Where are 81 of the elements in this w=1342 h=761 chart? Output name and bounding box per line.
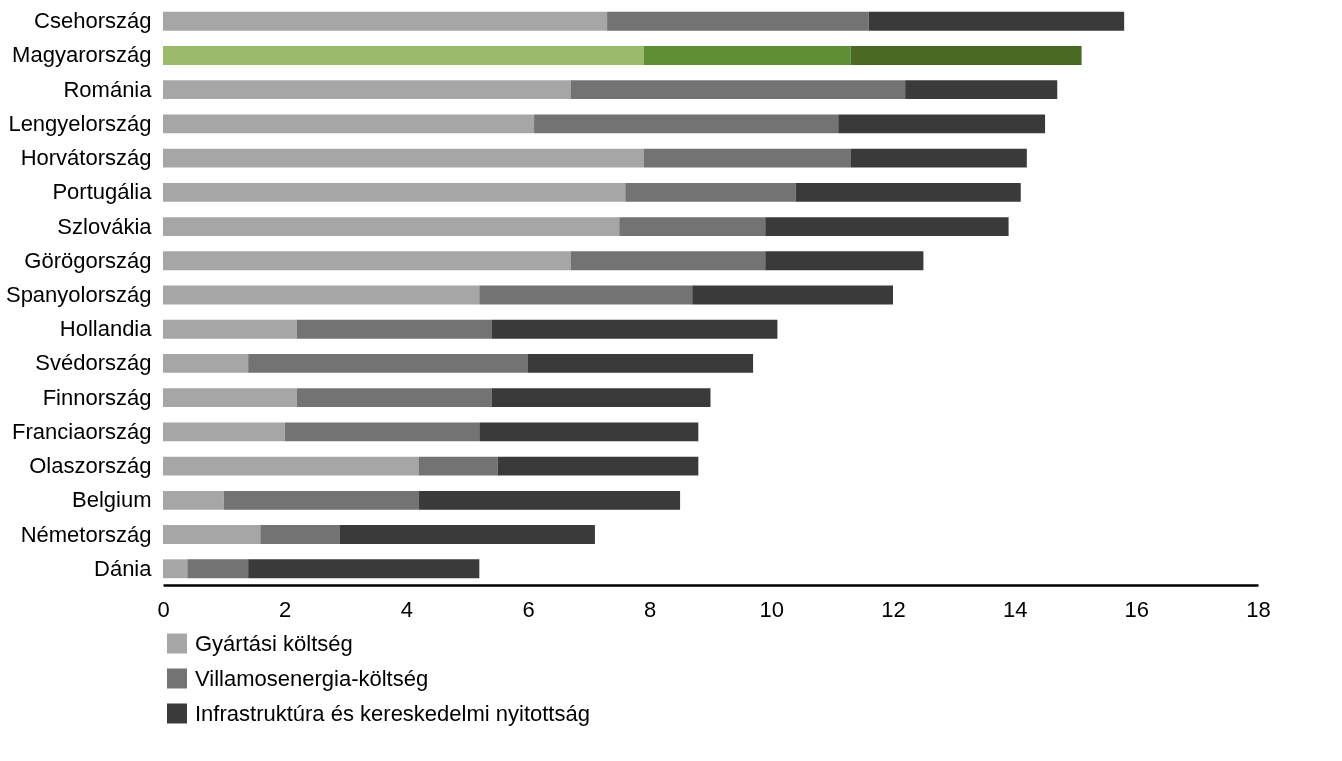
bar (163, 456, 419, 476)
x-tick-label: 2 (279, 596, 292, 622)
bar (607, 11, 869, 31)
legend-label: Villamosenergia-költség (195, 665, 429, 691)
bar (528, 354, 754, 373)
bar (491, 319, 778, 339)
bar (163, 422, 285, 442)
x-tick-label: 16 (1124, 596, 1150, 622)
legend-label: Infrastruktúra és kereskedelmi nyitottság (195, 700, 590, 726)
bar (625, 182, 796, 202)
bar (850, 46, 1082, 65)
bar (163, 354, 249, 373)
bar (163, 490, 224, 510)
bar (163, 46, 644, 65)
y-tick-label: Csehország (34, 8, 152, 34)
x-tick-label: 4 (400, 596, 413, 622)
bar (296, 388, 492, 408)
y-tick-label: Horvátország (20, 145, 152, 171)
bar (223, 490, 419, 510)
bar (163, 559, 188, 579)
y-tick-label: Románia (63, 76, 153, 102)
y-tick-label: Görögország (24, 247, 152, 273)
bar (418, 456, 498, 476)
bar (570, 80, 906, 100)
legend-label: Gyártási költség (195, 630, 353, 656)
bar (187, 559, 249, 579)
bar (163, 11, 608, 31)
bar (479, 422, 699, 442)
bar (163, 251, 571, 271)
bar (248, 559, 480, 579)
bar (163, 114, 535, 134)
y-tick-label: Spanyolország (5, 282, 152, 307)
bar (163, 388, 297, 408)
bar (163, 525, 261, 544)
x-tick-label: 10 (759, 596, 785, 622)
bar (765, 217, 1009, 236)
bar (692, 285, 893, 305)
x-tick-label: 0 (157, 596, 170, 622)
bar (339, 525, 595, 544)
bar (868, 11, 1125, 31)
bar (905, 80, 1058, 100)
x-tick-label: 18 (1246, 596, 1271, 622)
bar (296, 319, 492, 339)
bar (497, 456, 699, 476)
bar (643, 148, 851, 168)
x-tick-label: 8 (644, 596, 657, 622)
bar (765, 251, 924, 271)
bar (418, 490, 681, 510)
y-tick-label: Belgium (72, 487, 152, 513)
y-tick-label: Hollandia (59, 316, 153, 342)
bar (284, 422, 480, 442)
y-tick-label: Németország (20, 521, 152, 547)
bar (850, 148, 1027, 168)
bar (479, 285, 693, 305)
bar (163, 182, 626, 202)
x-tick-label: 12 (881, 596, 906, 622)
x-tick-label: 14 (1002, 596, 1028, 622)
bar (163, 148, 644, 168)
bar (643, 46, 851, 65)
bar (163, 217, 620, 236)
bar (795, 182, 1021, 202)
bar (248, 354, 528, 373)
bar (163, 285, 480, 305)
bar (570, 251, 766, 271)
y-tick-label: Lengyelország (8, 110, 152, 136)
bar (260, 525, 340, 544)
bar (163, 319, 297, 339)
y-tick-label: Franciaország (12, 418, 152, 444)
y-tick-label: Portugália (52, 179, 153, 205)
bar (163, 80, 571, 100)
y-tick-label: Szlovákia (57, 213, 153, 239)
bar (619, 217, 766, 236)
bar (491, 388, 711, 408)
x-tick-label: 6 (522, 596, 535, 622)
bar (534, 114, 839, 134)
y-tick-label: Finnország (42, 384, 152, 410)
y-tick-label: Svédország (35, 350, 152, 376)
y-tick-label: Olaszország (29, 453, 152, 479)
y-tick-label: Dánia (94, 555, 153, 581)
bar (838, 114, 1046, 134)
y-tick-label: Magyarország (12, 42, 152, 68)
